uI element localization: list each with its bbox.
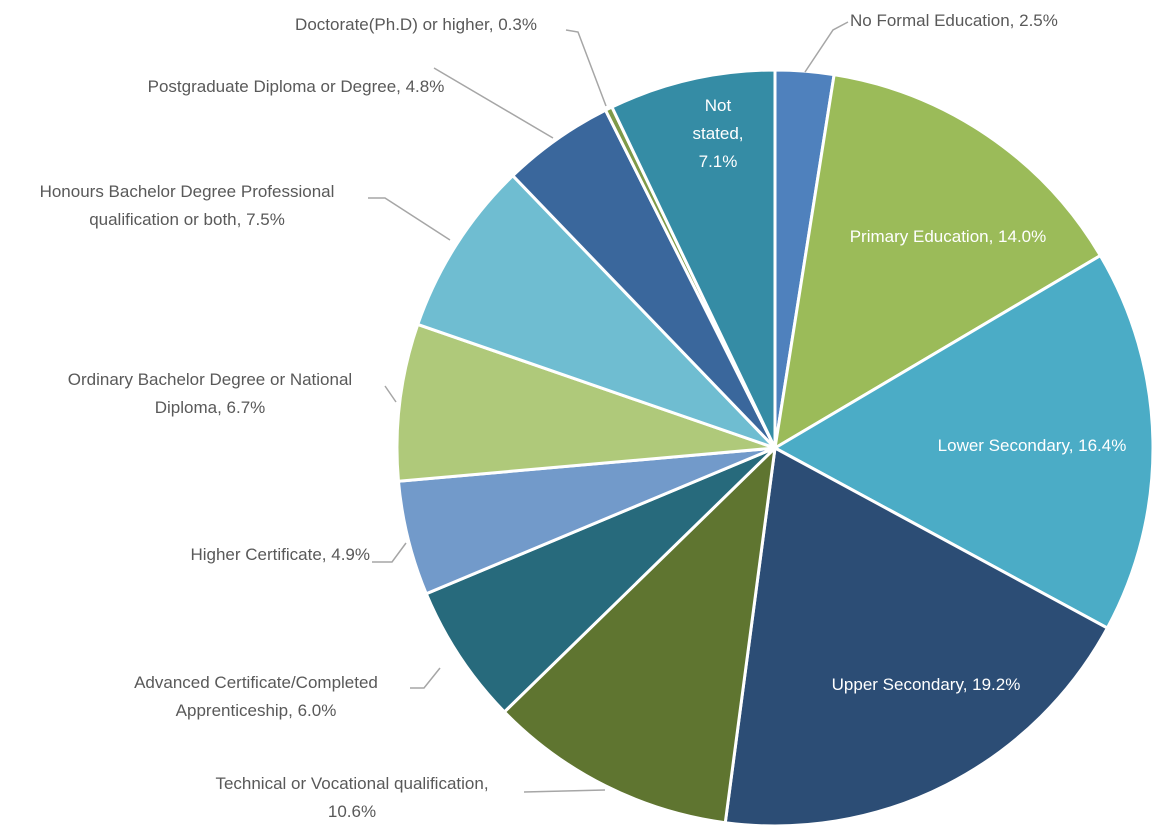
data-label: Advanced Certificate/Completed Apprentice… [134,673,378,720]
pie-slice [502,443,778,825]
label-line: Not [705,96,732,115]
data-label: Technical or Vocational qualification, 10… [215,774,488,821]
label-line: Technical or Vocational qualification, [215,774,488,793]
data-label: Postgraduate Diploma or Degree, 4.8% [148,77,445,96]
label-line: Higher Certificate, 4.9% [190,545,370,564]
data-label: Upper Secondary, 19.2% [832,675,1021,694]
label-line: Lower Secondary, 16.4% [938,436,1127,455]
data-label: Not stated, 7.1% [692,96,743,171]
label-line: Honours Bachelor Degree Professional [40,182,335,201]
label-line: Upper Secondary, 19.2% [832,675,1021,694]
leader-line [523,789,606,793]
label-line: stated, [692,124,743,143]
data-label: Higher Certificate, 4.9% [190,545,370,564]
label-line: Doctorate(Ph.D) or higher, 0.3% [295,15,537,34]
leader-line [565,29,607,107]
label-line: qualification or both, 7.5% [89,210,285,229]
label-line: 10.6% [328,802,376,821]
data-label: No Formal Education, 2.5% [850,11,1058,30]
leader-line [368,197,451,241]
data-label: Ordinary Bachelor Degree or National Dipl… [68,370,352,417]
leader-line [372,542,407,563]
label-line: Primary Education, 14.0% [850,227,1047,246]
pie-slice [415,173,777,450]
label-line: Apprenticeship, 6.0% [176,701,337,720]
label-line: Ordinary Bachelor Degree or National [68,370,352,389]
pie-slice [773,72,1103,451]
pie-slice [395,322,776,483]
label-line: Diploma, 6.7% [155,398,266,417]
leader-line [804,21,849,73]
label-line: Postgraduate Diploma or Degree, 4.8% [148,77,445,96]
label-line: Advanced Certificate/Completed [134,673,378,692]
label-line: 7.1% [699,152,738,171]
leader-line [384,385,397,403]
pie-slice [609,68,777,449]
leader-line [410,667,441,689]
leader-line [433,67,554,139]
data-label: Lower Secondary, 16.4% [938,436,1127,455]
data-label: Primary Education, 14.0% [850,227,1047,246]
data-label: Doctorate(Ph.D) or higher, 0.3% [295,15,537,34]
pie-slice [424,446,777,715]
data-label: Honours Bachelor Degree Professional qual… [40,182,335,229]
label-line: No Formal Education, 2.5% [850,11,1058,30]
